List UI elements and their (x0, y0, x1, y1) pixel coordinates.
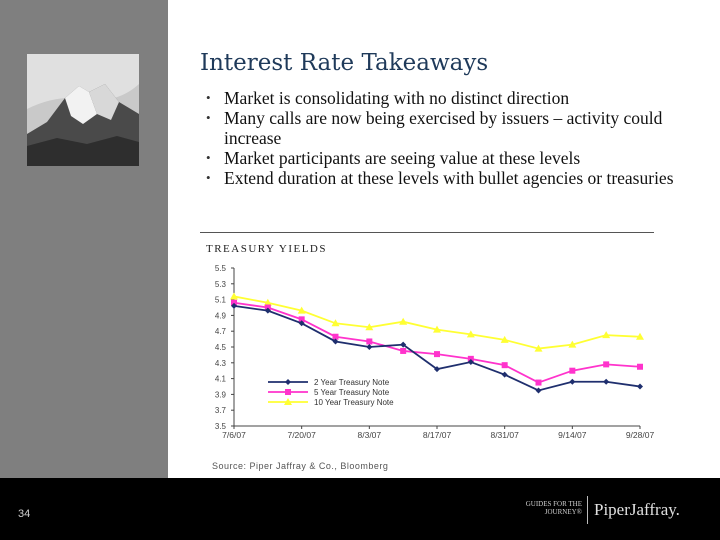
data-point (501, 371, 508, 378)
x-tick-label: 9/14/07 (558, 430, 587, 440)
y-tick-label: 3.5 (215, 422, 227, 431)
data-point (434, 366, 440, 373)
legend-label: 2 Year Treasury Note (314, 378, 390, 387)
data-point (264, 304, 271, 311)
bullet-item: Extend duration at these levels with bul… (206, 168, 676, 188)
data-point (466, 330, 475, 338)
y-tick-label: 3.7 (215, 406, 227, 415)
slide-title: Interest Rate Takeaways (200, 50, 489, 76)
piper-jaffray-logo: PiperJaffray. (594, 500, 680, 519)
legend-label: 10 Year Treasury Note (314, 398, 394, 407)
data-point (467, 355, 474, 362)
data-point (366, 344, 373, 350)
bullet-item: Market is consolidating with no distinct… (206, 88, 676, 108)
data-point (298, 320, 305, 327)
data-point (298, 316, 305, 323)
legend-marker (285, 389, 291, 395)
data-point (263, 298, 272, 306)
data-point (636, 332, 644, 340)
y-tick-label: 4.9 (215, 311, 227, 320)
divider-line (200, 232, 654, 233)
y-tick-label: 5.5 (215, 264, 227, 273)
data-point (569, 378, 576, 385)
footer-bar (0, 478, 720, 540)
data-point (534, 344, 543, 352)
bullet-item: Many calls are now being exercised by is… (206, 108, 676, 148)
x-tick-label: 8/3/07 (358, 430, 382, 440)
bullet-list: Market is consolidating with no distinct… (206, 88, 676, 188)
y-tick-label: 4.7 (215, 327, 227, 336)
data-point (637, 383, 643, 390)
series-line (233, 295, 641, 350)
data-point (434, 351, 440, 358)
data-point (400, 347, 407, 354)
chart-source: Source: Piper Jaffray & Co., Bloomberg (212, 461, 389, 471)
data-point (501, 362, 508, 369)
data-point (331, 319, 340, 327)
data-point (467, 359, 474, 366)
y-tick-label: 5.3 (215, 280, 227, 289)
bullet-item: Market participants are seeing value at … (206, 148, 676, 168)
treasury-yields-chart: TREASURY YIELDS 3.5 3.7 3.9 4.1 4.3 4.5 4.7 4.9 5… (206, 243, 655, 440)
data-point (569, 367, 576, 374)
logo-tagline: GUIDES FOR THE JOURNEY® (525, 500, 582, 516)
page-number: 34 (18, 508, 31, 520)
data-point (603, 378, 610, 385)
y-tick-label: 5.1 (215, 296, 227, 305)
data-point (602, 331, 611, 339)
data-point (366, 338, 373, 345)
data-point (568, 340, 577, 348)
data-point (230, 292, 238, 300)
x-tick-label: 8/17/07 (423, 430, 452, 440)
x-tick-label: 7/20/07 (287, 430, 316, 440)
y-tick-label: 4.3 (215, 359, 227, 368)
chart-title: TREASURY YIELDS (206, 243, 327, 255)
logo-divider (587, 496, 588, 524)
x-tick-label: 8/31/07 (490, 430, 519, 440)
data-point (400, 341, 407, 348)
y-tick-label: 3.9 (215, 390, 227, 399)
data-point (535, 387, 542, 394)
data-point (637, 363, 643, 370)
x-tick-label: 9/28/07 (626, 430, 655, 440)
data-point (433, 325, 441, 333)
y-tick-label: 4.1 (215, 375, 227, 384)
data-point (231, 302, 237, 309)
x-tick-label: 7/6/07 (222, 430, 246, 440)
data-point (603, 361, 610, 368)
series-line (233, 305, 641, 392)
legend-marker (284, 398, 292, 405)
data-point (264, 307, 271, 314)
data-point (332, 333, 339, 340)
data-point (399, 317, 408, 325)
data-point (535, 379, 542, 386)
data-point (332, 338, 339, 345)
legend-label: 5 Year Treasury Note (314, 388, 390, 397)
data-point (500, 335, 509, 343)
data-point (365, 323, 374, 331)
data-point (297, 306, 306, 314)
mountain-image (27, 54, 139, 166)
data-point (231, 299, 237, 306)
legend-marker (285, 379, 291, 385)
y-tick-label: 4.5 (215, 343, 227, 352)
